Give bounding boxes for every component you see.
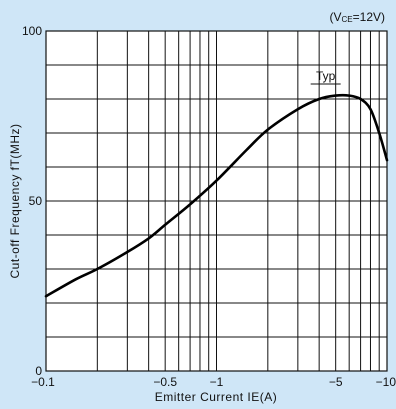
test-condition: (VCE=12V) xyxy=(330,10,385,24)
test-condition-sub: CE xyxy=(342,15,353,24)
x-tick-label: −0.1 xyxy=(31,375,55,389)
typ-annotation: Typ xyxy=(316,69,336,83)
tick-labels: −0.1 −0.5 −1 −5 −10 0 50 100 xyxy=(22,24,396,389)
x-tick-label: −10 xyxy=(376,375,396,389)
y-tick-label: 0 xyxy=(35,364,42,378)
y-tick-label: 50 xyxy=(29,194,43,208)
test-condition-main: (V xyxy=(330,10,342,24)
x-tick-label: −5 xyxy=(329,375,343,389)
y-axis-label: Cut-off Frequency fT(MHz) xyxy=(8,124,22,279)
x-tick-label: −0.5 xyxy=(153,375,177,389)
grid xyxy=(46,31,387,371)
y-tick-label: 100 xyxy=(22,24,42,38)
x-axis-label: Emitter Current IE(A) xyxy=(155,390,278,404)
typ-curve xyxy=(44,93,389,298)
x-tick-label: −1 xyxy=(210,375,224,389)
test-condition-rest: =12V) xyxy=(353,10,385,24)
